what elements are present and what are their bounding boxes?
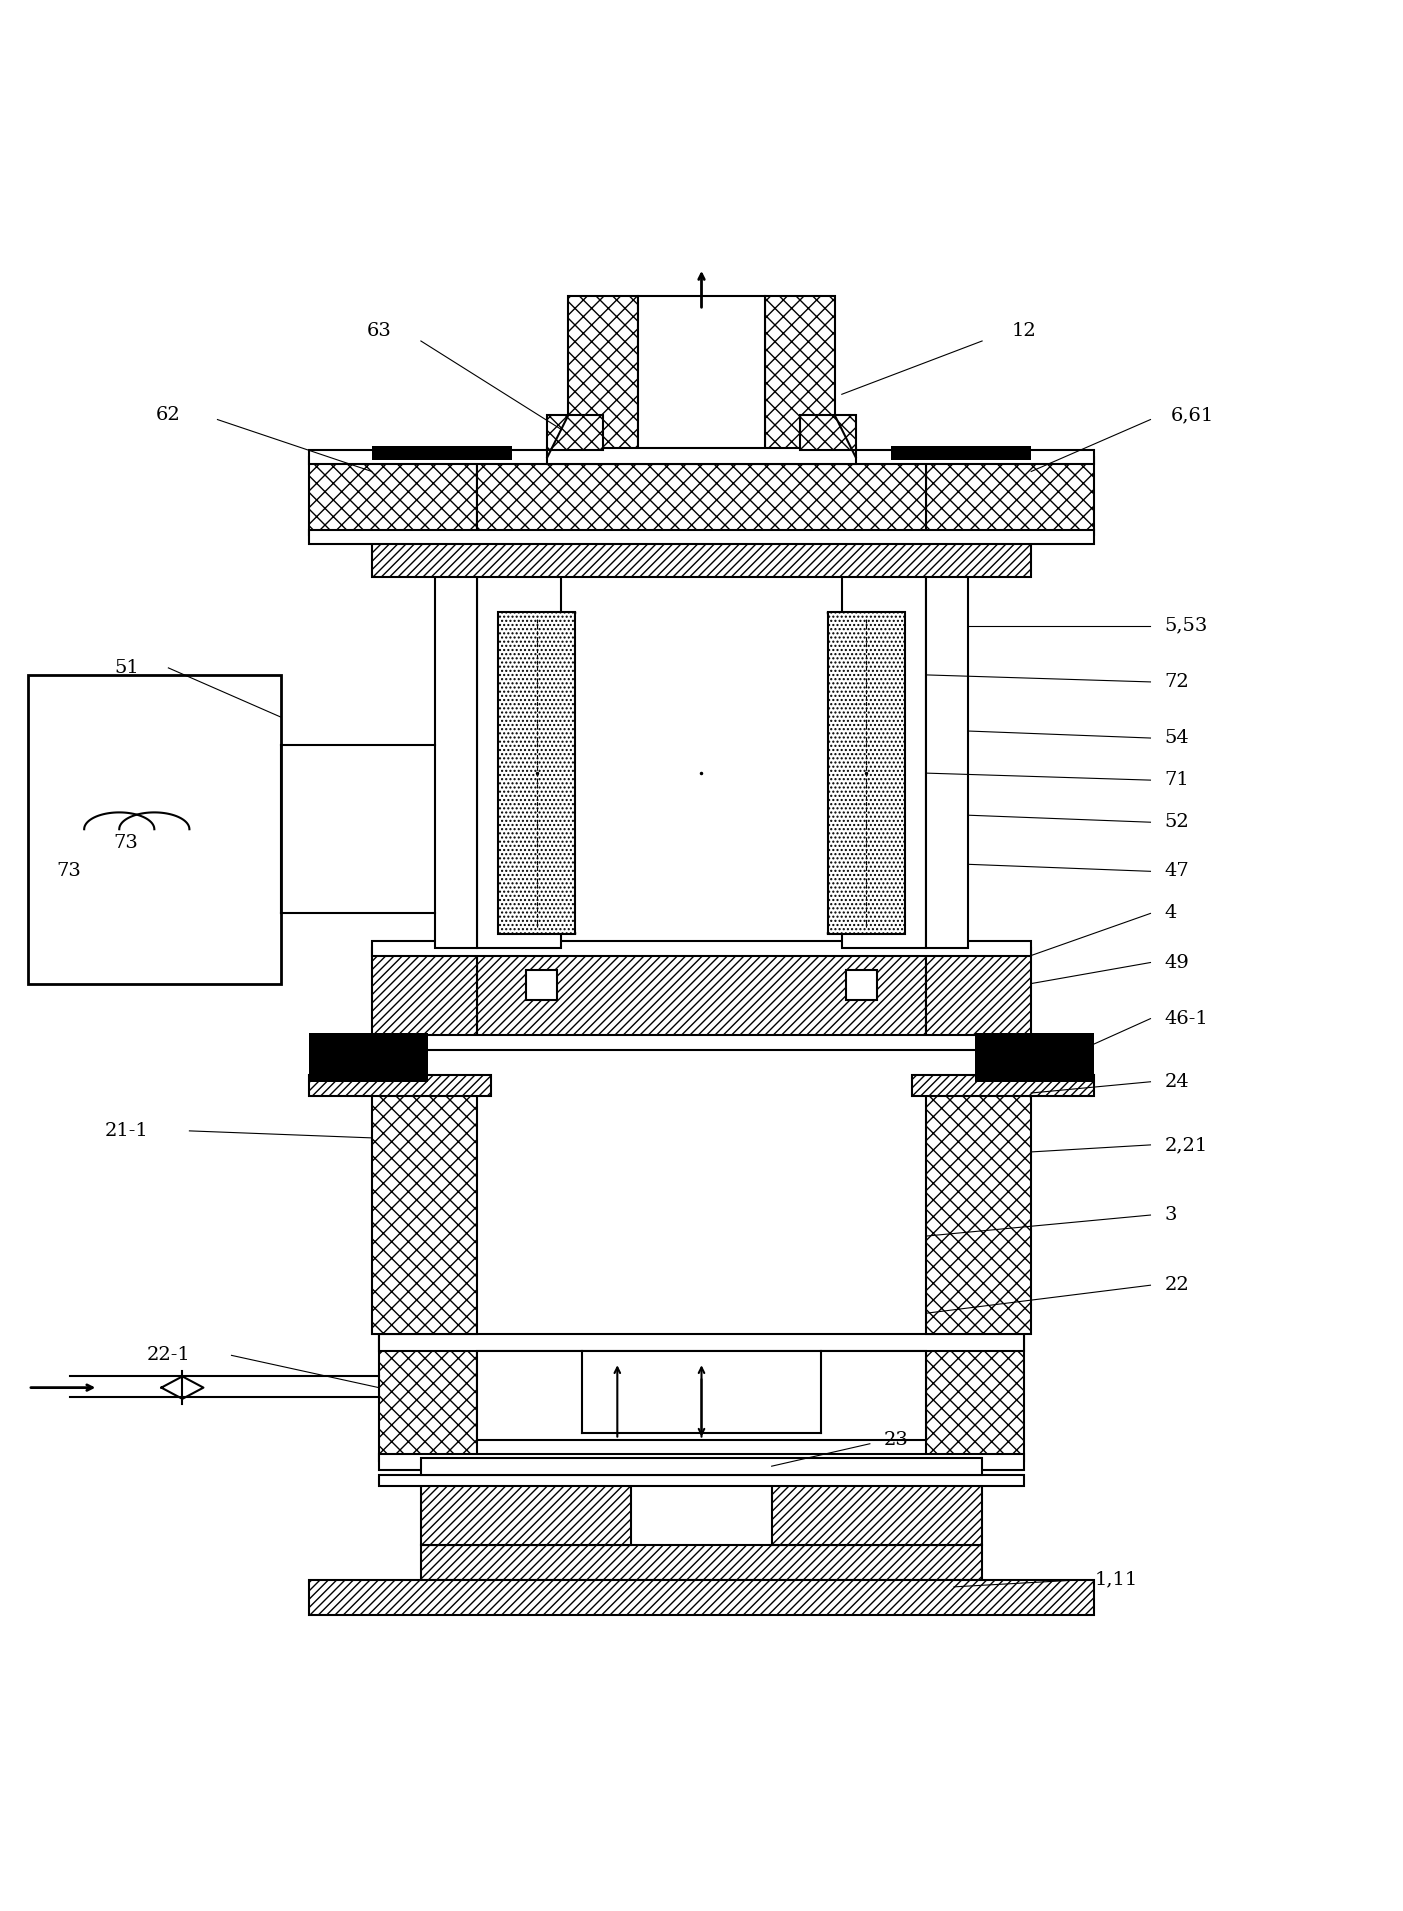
Bar [800, 415, 856, 451]
Bar [547, 415, 603, 451]
Bar [309, 1580, 1094, 1615]
Bar [477, 948, 926, 1040]
Bar [372, 1036, 1031, 1049]
Bar [309, 457, 477, 535]
Bar [309, 1032, 428, 1082]
Text: 54: 54 [1164, 728, 1190, 747]
Bar [926, 1334, 1024, 1460]
Bar [372, 1089, 477, 1334]
Text: 51: 51 [114, 659, 139, 676]
Text: 12: 12 [1012, 323, 1037, 340]
Bar [547, 447, 856, 464]
Bar [568, 296, 638, 457]
Bar [421, 1475, 631, 1544]
Text: 62: 62 [156, 407, 181, 424]
Bar [28, 675, 281, 984]
Text: 73: 73 [56, 862, 81, 881]
Bar [372, 527, 1031, 577]
Text: 4: 4 [1164, 904, 1177, 923]
Bar [765, 296, 835, 457]
Bar [309, 451, 1094, 464]
Bar [926, 457, 1094, 535]
Text: 22: 22 [1164, 1277, 1190, 1294]
Bar [379, 1334, 1024, 1351]
Text: 47: 47 [1164, 862, 1190, 881]
Bar [309, 1074, 491, 1095]
Bar [309, 531, 1094, 545]
Bar [891, 445, 1031, 461]
Text: 73: 73 [114, 835, 139, 852]
Bar [372, 948, 477, 1040]
Text: 72: 72 [1164, 673, 1190, 692]
Bar [926, 1089, 1031, 1334]
Text: 23: 23 [884, 1431, 909, 1449]
Bar [846, 969, 877, 999]
Bar [421, 1458, 982, 1475]
Bar [638, 296, 765, 457]
Text: 3: 3 [1164, 1206, 1177, 1225]
Bar [912, 1074, 1094, 1095]
Bar [372, 445, 512, 461]
Text: 24: 24 [1164, 1072, 1190, 1091]
Text: 63: 63 [366, 323, 391, 340]
Bar [772, 1475, 982, 1544]
Bar [975, 1032, 1094, 1082]
Bar [435, 569, 477, 948]
Text: 49: 49 [1164, 954, 1190, 971]
Bar [526, 969, 557, 999]
Text: 21-1: 21-1 [104, 1122, 149, 1139]
Text: 5,53: 5,53 [1164, 617, 1208, 634]
Bar [379, 1454, 1024, 1470]
Text: 6,61: 6,61 [1172, 407, 1214, 424]
Text: 46-1: 46-1 [1164, 1009, 1208, 1028]
Text: 2,21: 2,21 [1164, 1135, 1208, 1154]
Bar [379, 1475, 1024, 1487]
Text: 52: 52 [1164, 814, 1190, 831]
Bar [477, 1351, 926, 1439]
Bar [372, 942, 1031, 956]
Bar [926, 569, 968, 948]
Bar [926, 948, 1031, 1040]
Bar [379, 1334, 477, 1460]
Bar [498, 612, 575, 934]
Bar [828, 612, 905, 934]
Text: 71: 71 [1164, 772, 1190, 789]
Bar [842, 569, 926, 948]
Bar [477, 569, 561, 948]
Text: 22-1: 22-1 [146, 1347, 191, 1364]
Bar [477, 457, 926, 535]
Text: 1,11: 1,11 [1094, 1571, 1138, 1588]
Bar [421, 1544, 982, 1580]
